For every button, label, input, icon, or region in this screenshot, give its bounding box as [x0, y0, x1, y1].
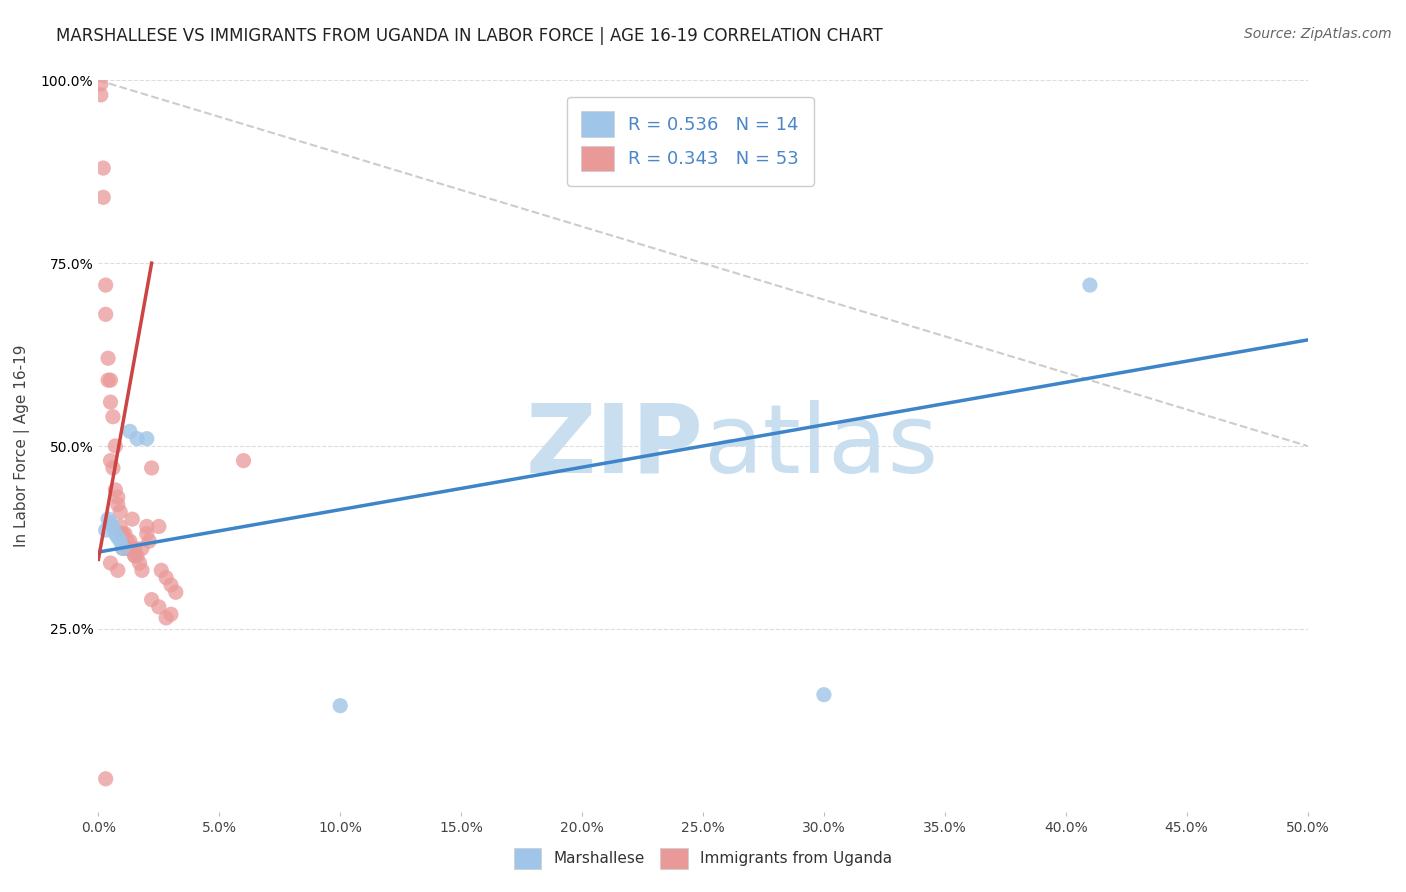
Point: [111, 541, 134, 556]
Point: [100, 373, 122, 387]
Point: [91, 161, 114, 175]
Point: [108, 519, 131, 533]
Point: [107, 490, 129, 504]
Point: [141, 461, 163, 475]
Point: [104, 483, 127, 497]
Point: [107, 498, 129, 512]
Point: [127, 549, 149, 563]
Point: [94, 278, 117, 293]
Point: [117, 534, 139, 549]
Point: [138, 534, 160, 549]
Point: [124, 549, 146, 563]
Point: [94, 307, 117, 321]
Point: [94, 523, 117, 537]
Point: [155, 571, 177, 585]
Point: [111, 526, 134, 541]
Point: [124, 541, 146, 556]
Point: [90, 77, 112, 91]
Point: [128, 556, 150, 570]
Point: [111, 526, 134, 541]
Point: [160, 607, 183, 622]
Point: [141, 592, 163, 607]
Text: atlas: atlas: [703, 400, 938, 492]
Point: [101, 519, 124, 533]
Point: [118, 425, 141, 439]
Point: [148, 519, 170, 533]
Legend: Marshallese, Immigrants from Uganda: Marshallese, Immigrants from Uganda: [508, 841, 898, 875]
Point: [91, 190, 114, 204]
Point: [104, 526, 127, 541]
Point: [108, 534, 131, 549]
Y-axis label: In Labor Force | Age 16-19: In Labor Force | Age 16-19: [14, 344, 30, 548]
Point: [97, 351, 120, 366]
Point: [104, 439, 127, 453]
Point: [108, 505, 131, 519]
Point: [100, 453, 122, 467]
Text: ZIP: ZIP: [524, 400, 703, 492]
Point: [111, 526, 134, 541]
Point: [90, 87, 112, 102]
Point: [813, 688, 835, 702]
Point: [135, 519, 157, 533]
Point: [100, 556, 122, 570]
Point: [135, 526, 157, 541]
Point: [101, 461, 124, 475]
Legend: R = 0.536   N = 14, R = 0.343   N = 53: R = 0.536 N = 14, R = 0.343 N = 53: [567, 96, 814, 186]
Point: [117, 541, 139, 556]
Point: [150, 563, 173, 577]
Point: [114, 526, 136, 541]
Point: [148, 599, 170, 614]
Point: [1078, 278, 1101, 293]
Point: [135, 432, 157, 446]
Point: [329, 698, 352, 713]
Point: [107, 530, 129, 544]
Text: Source: ZipAtlas.com: Source: ZipAtlas.com: [1244, 27, 1392, 41]
Point: [121, 512, 143, 526]
Point: [101, 409, 124, 424]
Point: [100, 516, 122, 530]
Point: [131, 541, 153, 556]
Point: [155, 611, 177, 625]
Point: [160, 578, 183, 592]
Point: [232, 453, 254, 467]
Point: [94, 772, 117, 786]
Point: [100, 395, 122, 409]
Point: [131, 563, 153, 577]
Point: [97, 373, 120, 387]
Point: [111, 541, 134, 556]
Point: [124, 549, 146, 563]
Point: [107, 563, 129, 577]
Point: [117, 541, 139, 556]
Point: [118, 534, 141, 549]
Point: [165, 585, 187, 599]
Point: [97, 512, 120, 526]
Point: [127, 432, 149, 446]
Text: MARSHALLESE VS IMMIGRANTS FROM UGANDA IN LABOR FORCE | AGE 16-19 CORRELATION CHA: MARSHALLESE VS IMMIGRANTS FROM UGANDA IN…: [56, 27, 883, 45]
